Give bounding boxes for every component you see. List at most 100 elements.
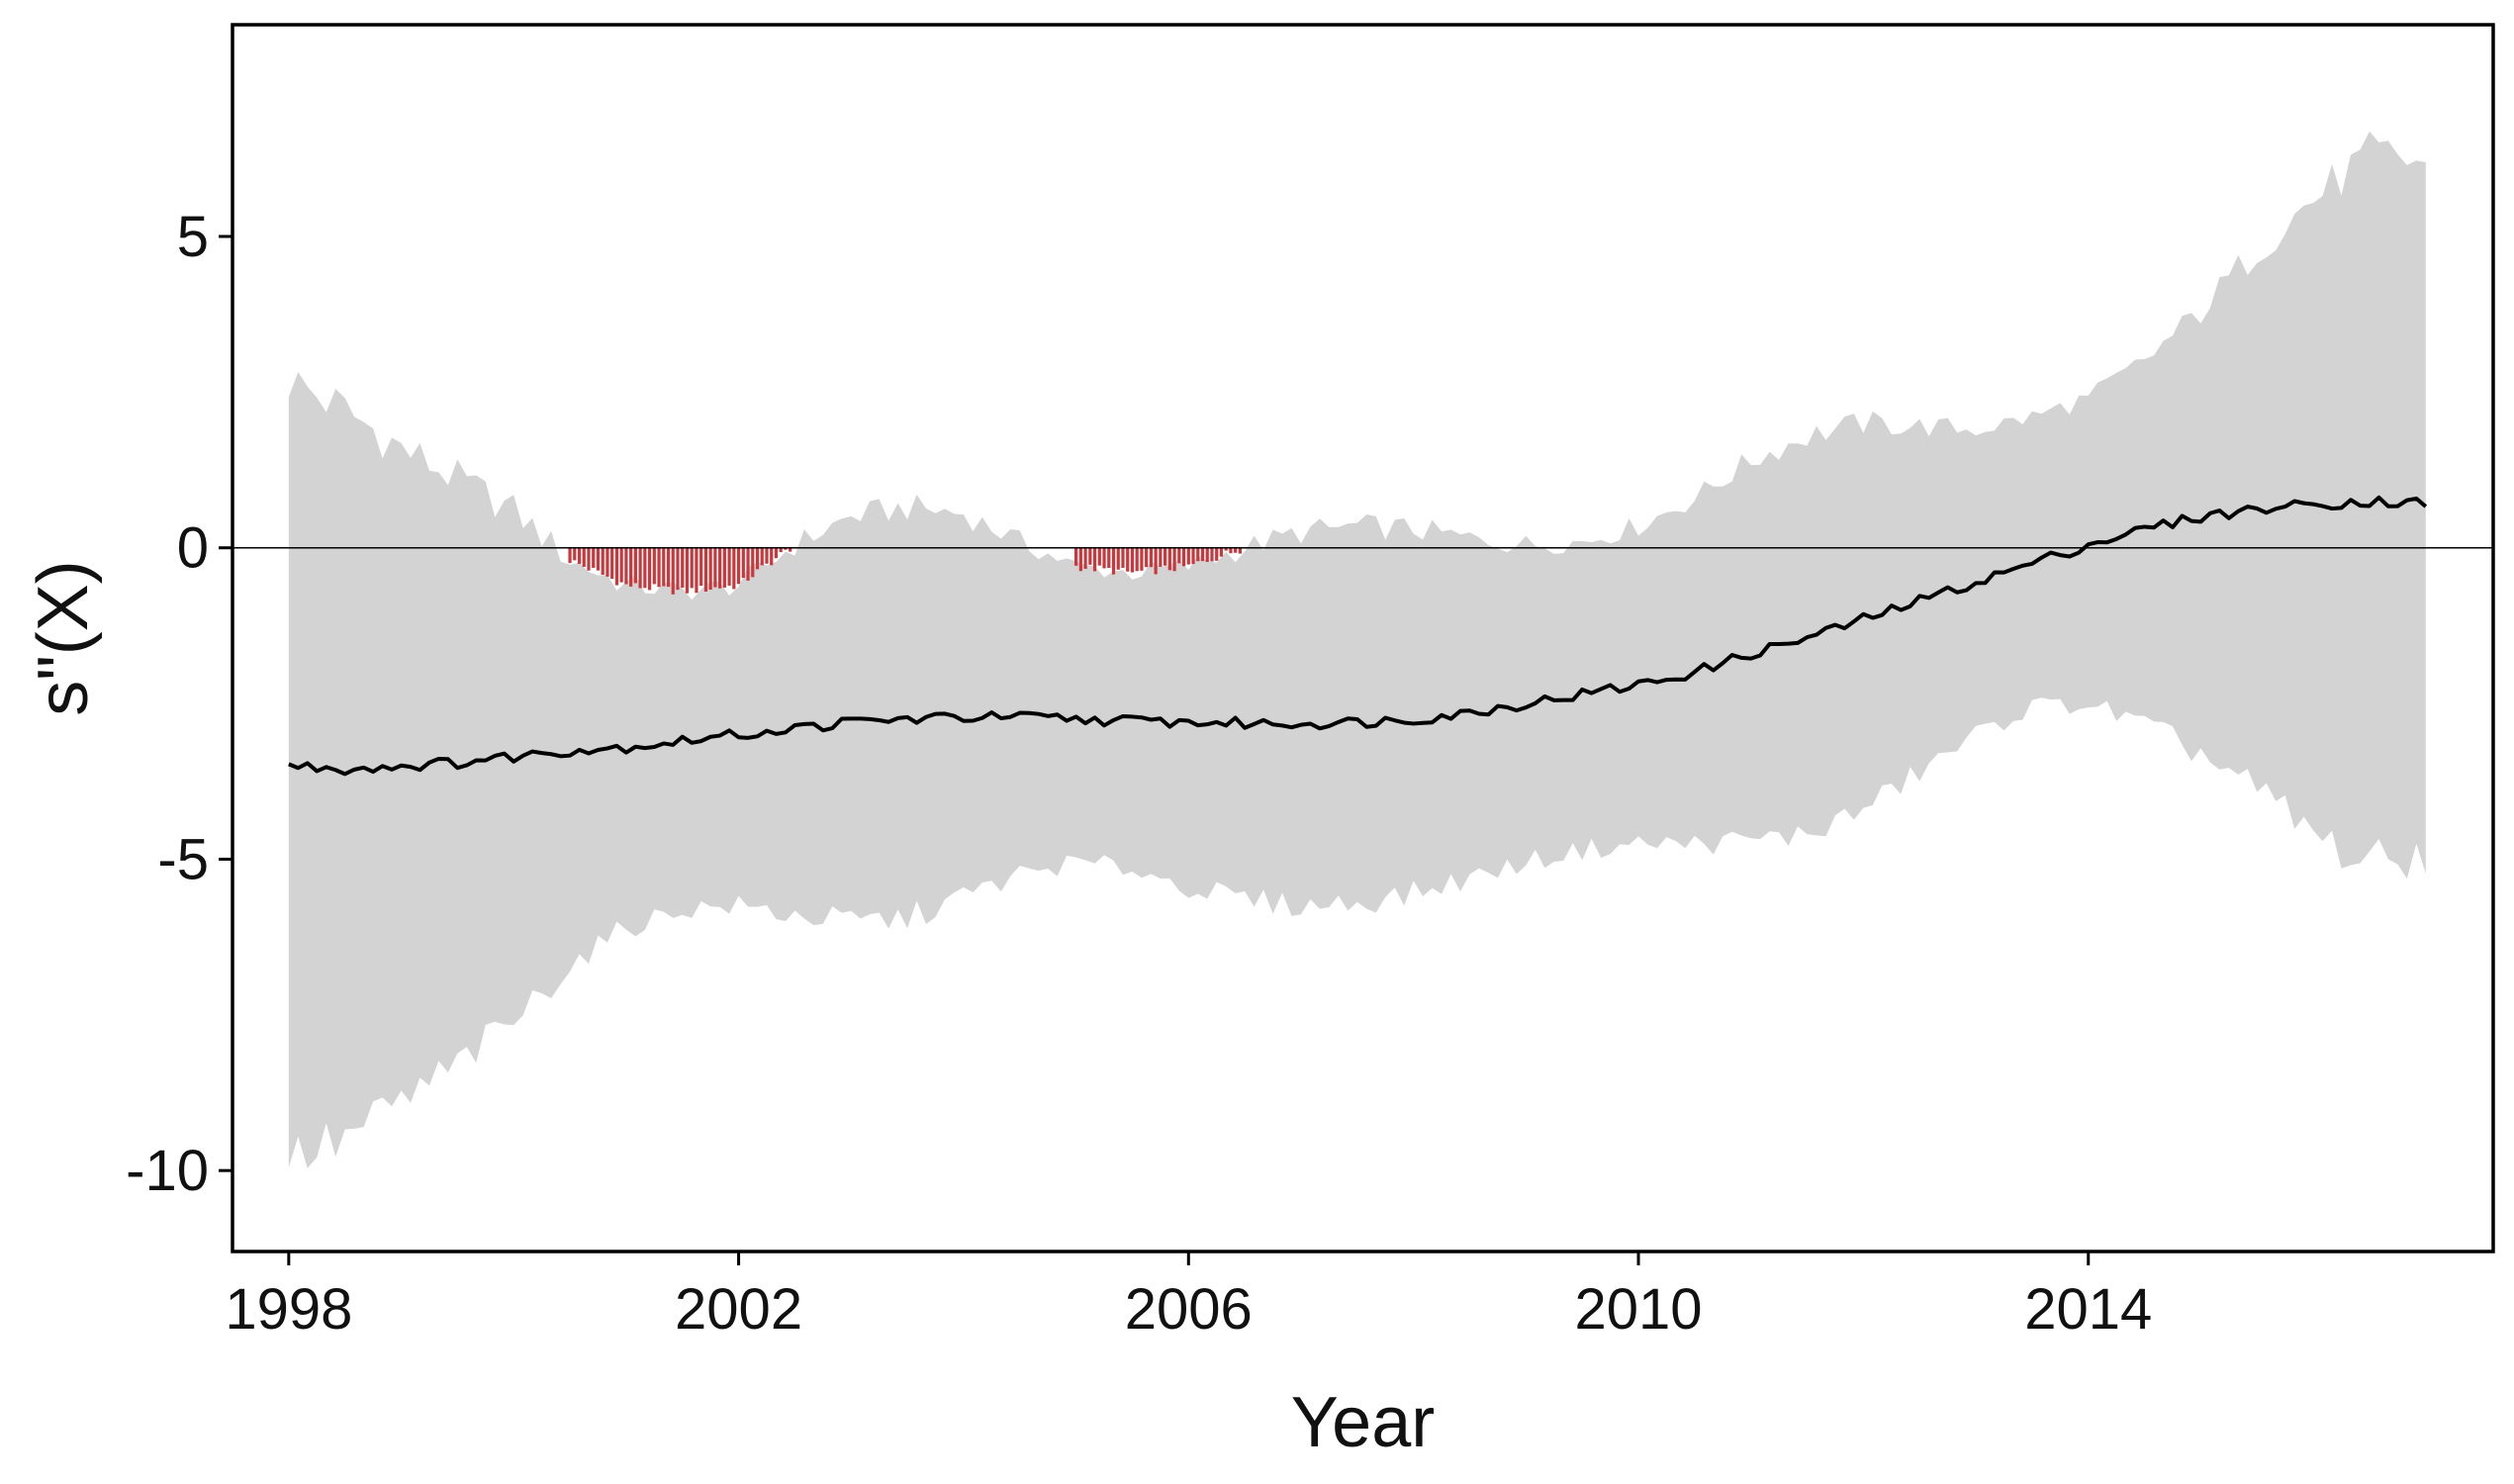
highlight-bar <box>1126 547 1130 572</box>
highlight-bars <box>568 547 1242 595</box>
highlight-bar <box>1215 547 1219 561</box>
highlight-bar <box>1107 547 1111 569</box>
highlight-bar <box>708 547 712 591</box>
highlight-bar <box>1200 547 1205 562</box>
highlight-bar <box>770 547 774 566</box>
highlight-bar <box>610 547 614 580</box>
highlight-bar <box>629 547 633 587</box>
highlight-bar <box>718 547 722 589</box>
x-tick-label: 2014 <box>2024 1277 2152 1342</box>
highlight-bar <box>746 547 750 581</box>
highlight-bar <box>1102 547 1106 569</box>
highlight-bar <box>1219 547 1224 557</box>
highlight-bar <box>681 547 685 588</box>
highlight-bar <box>582 547 586 568</box>
highlight-bar <box>1083 547 1087 569</box>
highlight-bar <box>666 547 671 588</box>
highlight-bar <box>751 547 755 578</box>
highlight-bar <box>1205 547 1209 563</box>
highlight-bar <box>1210 547 1214 562</box>
highlight-bar <box>760 547 764 566</box>
highlight-bar <box>779 547 783 553</box>
highlight-bar <box>736 547 741 585</box>
highlight-bar <box>633 547 637 584</box>
highlight-bar <box>587 547 591 571</box>
highlight-bar <box>652 547 656 585</box>
highlight-bar <box>671 547 675 595</box>
highlight-bar <box>1149 547 1153 568</box>
highlight-bar <box>605 547 609 577</box>
highlight-bar <box>774 547 779 559</box>
x-tick-label: 2010 <box>1575 1277 1703 1342</box>
highlight-bar <box>789 547 792 552</box>
highlight-bar <box>638 547 642 589</box>
highlight-bar <box>1238 547 1242 554</box>
highlight-bar <box>624 547 628 585</box>
highlight-bar <box>732 547 736 590</box>
highlight-bar <box>1145 547 1149 568</box>
highlight-bar <box>568 547 572 564</box>
highlight-bar <box>676 547 680 591</box>
highlight-bar <box>755 547 760 570</box>
highlight-bar <box>573 547 577 561</box>
highlight-bar <box>1181 547 1186 567</box>
highlight-bar <box>1172 547 1176 572</box>
highlight-bar <box>643 547 647 589</box>
highlight-bar <box>741 547 745 579</box>
highlight-bar <box>1135 547 1139 572</box>
y-tick-label: -5 <box>157 827 209 891</box>
highlight-bar <box>1154 547 1158 575</box>
highlight-bar <box>1186 547 1190 565</box>
y-tick-label: 0 <box>177 516 209 581</box>
highlight-bar <box>1111 547 1116 575</box>
highlight-bar <box>1196 547 1200 562</box>
highlight-bar <box>1177 547 1181 564</box>
x-tick-label: 2002 <box>675 1277 802 1342</box>
highlight-bar <box>1167 547 1171 571</box>
plot-area <box>231 23 2495 1253</box>
highlight-bar <box>1224 547 1228 551</box>
highlight-bar <box>727 547 731 586</box>
highlight-bar <box>690 547 694 589</box>
x-axis-title: Year <box>1291 1383 1435 1462</box>
x-tick-label: 2006 <box>1125 1277 1253 1342</box>
highlight-bar <box>699 547 703 587</box>
x-tick-label: 1998 <box>225 1277 352 1342</box>
highlight-bar <box>614 547 619 586</box>
highlight-bar <box>1121 547 1125 568</box>
plot-frame <box>231 23 2495 1253</box>
y-tick-label: -10 <box>126 1139 209 1203</box>
highlight-bar <box>592 547 596 568</box>
highlight-bar <box>657 547 661 588</box>
highlight-bar <box>1116 547 1120 570</box>
y-axis: 5 0 -5 -10 <box>126 205 233 1203</box>
highlight-bar <box>601 547 605 575</box>
confidence-band <box>288 131 2426 1168</box>
highlight-bar <box>1088 547 1092 565</box>
highlight-bar <box>647 547 652 591</box>
estimate-line <box>288 495 2428 777</box>
highlight-bar <box>703 547 708 593</box>
highlight-bar <box>784 547 788 550</box>
highlight-bar <box>722 547 726 588</box>
highlight-bar <box>1159 547 1163 567</box>
highlight-bar <box>1078 547 1082 572</box>
highlight-bar <box>619 547 623 583</box>
highlight-bar <box>765 547 769 564</box>
highlight-bar <box>1092 547 1097 572</box>
highlight-bar <box>577 547 582 564</box>
y-axis-title: s"(X) <box>24 560 103 716</box>
highlight-bar <box>1097 547 1101 566</box>
highlight-bar <box>1164 547 1167 566</box>
highlight-bar <box>695 547 698 594</box>
highlight-bar <box>1234 547 1238 553</box>
highlight-bar <box>1130 547 1135 573</box>
highlight-bar <box>1140 547 1144 571</box>
x-axis: 1998 2002 2006 2010 2014 <box>225 1252 2152 1342</box>
y-tick-label: 5 <box>177 205 209 269</box>
highlight-bar <box>596 547 601 571</box>
highlight-bar <box>1191 547 1195 565</box>
highlight-bar <box>713 547 717 588</box>
highlight-bar <box>662 547 666 587</box>
